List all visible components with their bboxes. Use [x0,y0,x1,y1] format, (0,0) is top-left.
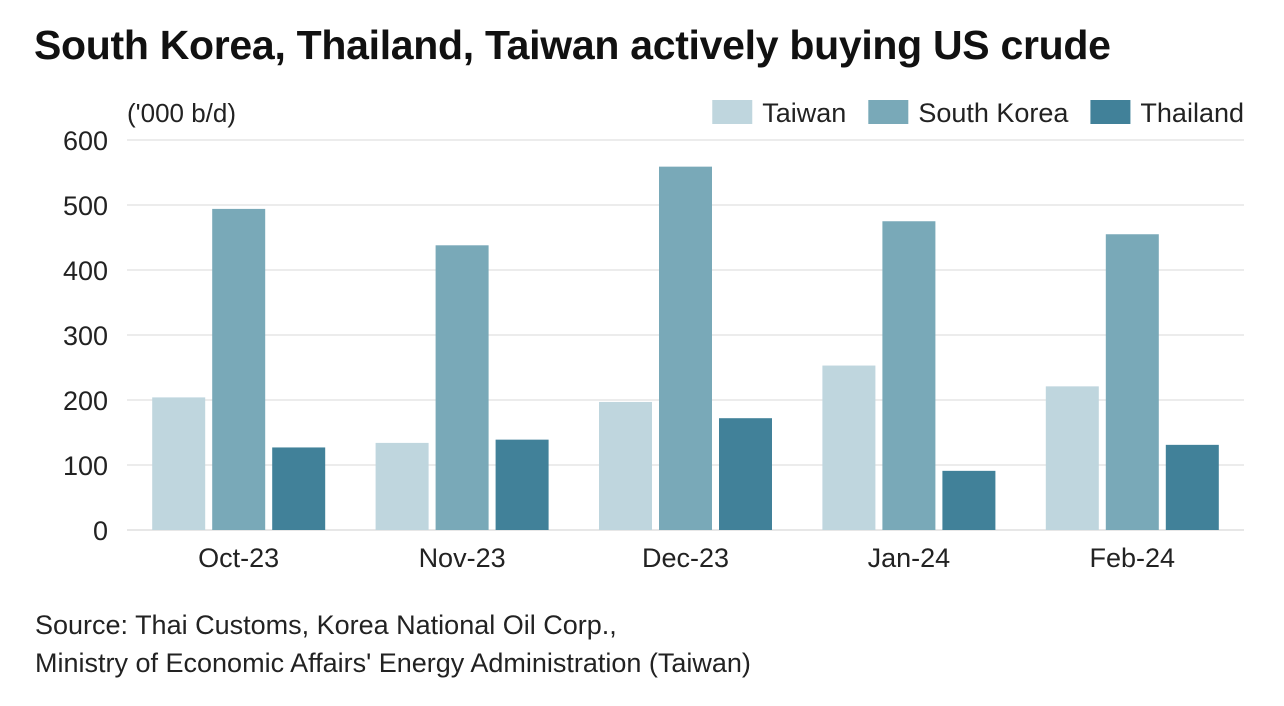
bar-south-korea-feb-24 [1105,234,1159,530]
x-tick-label: Dec-23 [642,543,729,573]
x-axis-ticks: Oct-23 Nov-23 Dec-23 Jan-24 Feb-24 [198,543,1175,573]
bar-south-korea-dec-23 [659,166,712,530]
source-line-2: Ministry of Economic Affairs' Energy Adm… [35,648,751,678]
bar-taiwan-oct-23 [152,397,206,530]
legend-swatch [868,100,909,124]
legend-label: South Korea [918,98,1069,128]
bar-taiwan-feb-24 [1045,386,1099,530]
legend-swatch [1090,100,1131,124]
bar-south-korea-jan-24 [882,221,936,530]
legend-label: Thailand [1140,98,1244,128]
x-tick-label: Nov-23 [419,543,506,573]
x-tick-label: Feb-24 [1090,543,1176,573]
y-axis-unit-label: ('000 b/d) [127,98,236,128]
y-tick-label: 400 [63,256,108,286]
y-tick-label: 0 [93,516,108,546]
x-tick-label: Oct-23 [198,543,279,573]
y-tick-label: 300 [63,321,108,351]
source-line-1: Source: Thai Customs, Korea National Oil… [35,610,617,640]
bar-taiwan-jan-24 [822,365,876,530]
legend-swatch [712,100,753,124]
bar-thailand-nov-23 [495,439,549,530]
bar-thailand-feb-24 [1165,444,1219,530]
y-tick-label: 500 [63,191,108,221]
source-note: Source: Thai Customs, Korea National Oil… [35,606,751,682]
bar-thailand-oct-23 [272,447,326,530]
bar-thailand-dec-23 [719,418,772,530]
bars [152,166,1219,531]
bar-thailand-jan-24 [942,470,996,530]
y-tick-label: 100 [63,451,108,481]
bar-south-korea-oct-23 [212,208,266,530]
legend: Taiwan South Korea Thailand [712,98,1244,128]
legend-label: Taiwan [762,98,846,128]
x-tick-label: Jan-24 [868,543,951,573]
bar-south-korea-nov-23 [435,245,489,531]
y-tick-label: 200 [63,386,108,416]
chart-title: South Korea, Thailand, Taiwan actively b… [34,22,1111,68]
y-tick-label: 600 [63,126,108,156]
bar-taiwan-nov-23 [375,442,429,530]
y-axis-ticks: 0 100 200 300 400 500 600 [63,126,108,546]
bar-taiwan-dec-23 [599,401,652,530]
